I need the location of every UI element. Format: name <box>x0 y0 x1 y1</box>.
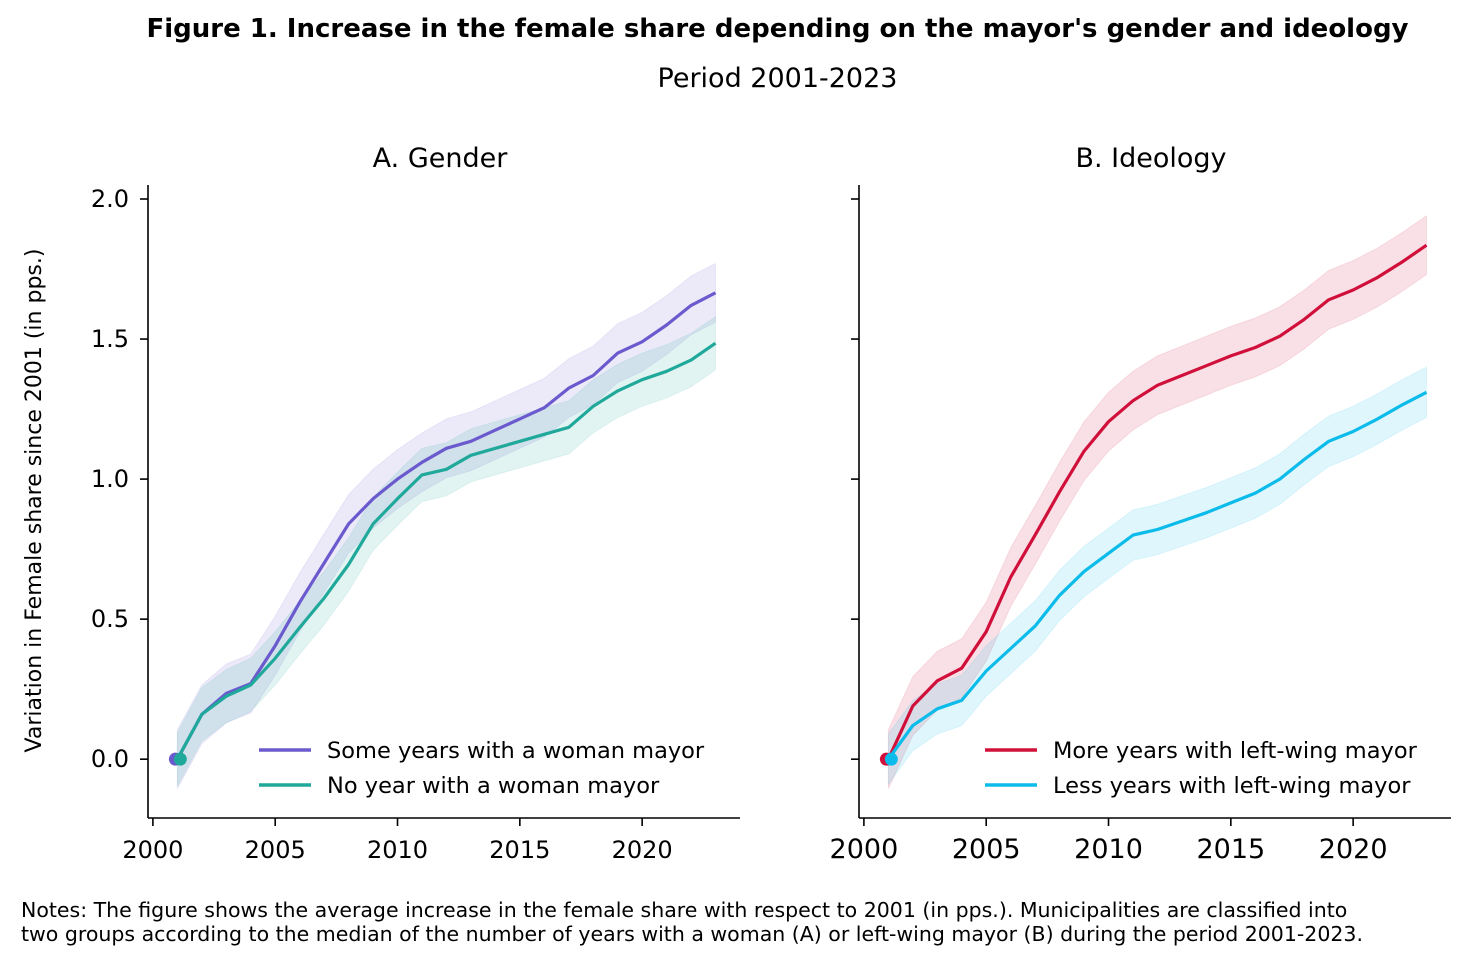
x-tick-label: 2000 <box>830 834 899 865</box>
x-tick-label: 2020 <box>1319 834 1388 865</box>
x-tick-label: 2010 <box>1074 834 1143 865</box>
panel-ideology: B. Ideology 2000 2005 2010 2015 2020 More year… <box>830 143 1451 865</box>
y-axis-label: Variation in Female share since 2001 (in… <box>22 249 47 753</box>
y-tick-label: 1.0 <box>91 465 129 493</box>
panel-title: A. Gender <box>373 143 509 174</box>
x-tick-label: 2005 <box>952 834 1021 865</box>
legend-item-1: More years with left-wing mayor <box>985 738 1418 764</box>
confidence-band-2 <box>176 315 716 787</box>
series-line-1 <box>175 291 717 760</box>
legend-label: Some years with a woman mayor <box>327 738 705 764</box>
base-year-marker-2 <box>173 752 187 766</box>
x-tick-label: 2015 <box>1196 834 1265 865</box>
series-line-2 <box>887 390 1428 761</box>
confidence-band-2 <box>887 366 1427 786</box>
series-line-1 <box>886 243 1428 760</box>
x-tick-label: 2010 <box>367 836 428 864</box>
legend-label: Less years with left-wing mayor <box>1053 773 1411 799</box>
figure-chart: A. Gender 0.0 0.5 1.0 1.5 2.0 2000 2005 2010 2015… <box>22 143 1451 865</box>
legend-item-2: Less years with left-wing mayor <box>985 773 1411 799</box>
y-tick-label: 1.5 <box>91 325 129 353</box>
y-tick-label: 0.5 <box>91 605 129 633</box>
confidence-band-1 <box>176 262 716 789</box>
x-tick-label: 2000 <box>122 836 183 864</box>
y-tick-label: 0.0 <box>91 745 129 773</box>
panel-title: B. Ideology <box>1075 143 1226 174</box>
legend-label: More years with left-wing mayor <box>1053 738 1418 764</box>
x-tick-label: 2015 <box>489 836 550 864</box>
legend-item-1: Some years with a woman mayor <box>259 738 705 764</box>
notes-line-1: Notes: The figure shows the average incr… <box>21 898 1348 922</box>
x-tick-label: 2005 <box>245 836 306 864</box>
series-line-2 <box>175 341 717 760</box>
figure-title: Figure 1. Increase in the female share d… <box>146 14 1409 44</box>
y-tick-label: 2.0 <box>91 185 129 213</box>
figure-notes: Notes: The figure shows the average incr… <box>21 898 1471 946</box>
legend-label: No year with a woman mayor <box>327 773 660 799</box>
x-tick-label: 2020 <box>612 836 673 864</box>
confidence-band-1 <box>887 214 1427 789</box>
legend-item-2: No year with a woman mayor <box>259 773 660 799</box>
notes-line-2: two groups according to the median of th… <box>21 922 1363 946</box>
panel-gender: A. Gender 0.0 0.5 1.0 1.5 2.0 2000 2005 2010 2015… <box>22 143 740 864</box>
base-year-marker-2 <box>884 752 898 766</box>
figure-subtitle: Period 2001-2023 <box>657 63 898 94</box>
